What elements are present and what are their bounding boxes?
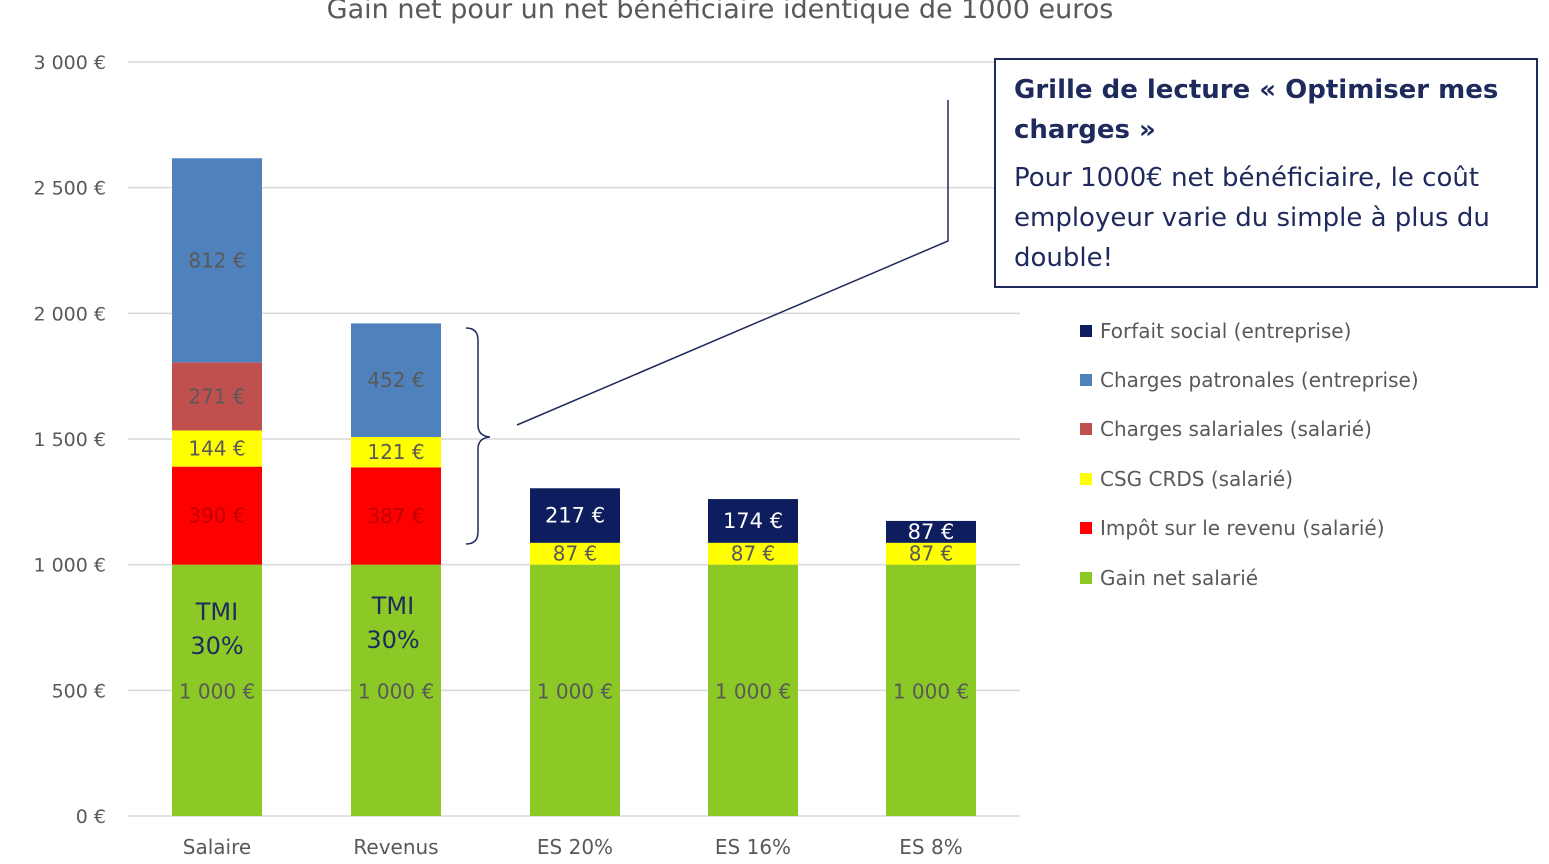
x-tick-label: ES 20% (537, 835, 613, 859)
data-label: 87 € (731, 542, 776, 566)
legend-swatch (1080, 522, 1092, 535)
x-tick-label: ES 16% (715, 835, 791, 859)
legend-label: CSG CRDS (salarié) (1100, 466, 1294, 491)
data-label: 812 € (188, 248, 245, 272)
bar-segment (708, 499, 798, 543)
legend-item: Charges salariales (salarié) (1080, 405, 1419, 454)
y-tick-label: 1 000 € (33, 555, 106, 577)
x-tick-label: Salaire (183, 835, 251, 859)
legend-swatch (1080, 374, 1092, 387)
legend-item: Forfait social (entreprise) (1080, 306, 1419, 355)
legend-item: Charges patronales (entreprise) (1080, 355, 1419, 404)
x-tick-label: Revenus (353, 835, 438, 859)
tmi-annotation: TMI (195, 598, 238, 626)
y-tick-label: 3 000 € (33, 52, 106, 74)
y-tick-label: 1 500 € (33, 429, 106, 451)
bar-segment (172, 158, 262, 363)
data-label: 217 € (545, 504, 605, 528)
chart-legend: Forfait social (entreprise) Charges patro… (1080, 306, 1419, 602)
data-label: 1 000 € (358, 679, 434, 703)
callout-connector (516, 100, 949, 426)
chart-title: Gain net pour un net bénéficiaire identi… (326, 0, 1114, 25)
tmi-annotation: TMI (371, 592, 414, 620)
bar-segment (530, 564, 620, 816)
data-label: 1 000 € (715, 679, 791, 703)
callout-heading: Grille de lecture « Optimiser mes charge… (1014, 75, 1499, 145)
bar-segment (172, 564, 262, 816)
bar-segment (886, 520, 976, 543)
callout-body: Pour 1000€ net bénéficiaire, le coût emp… (1014, 163, 1490, 273)
bar-segment (530, 488, 620, 543)
bar-segment (351, 467, 441, 565)
legend-label: Impôt sur le revenu (salarié) (1100, 516, 1385, 541)
tmi-annotation: 30% (190, 632, 243, 660)
tmi-annotation: 30% (366, 626, 419, 654)
legend-swatch (1080, 571, 1092, 584)
data-label: 390 € (188, 504, 245, 528)
data-label: 121 € (367, 440, 424, 464)
legend-item: Impôt sur le revenu (salarié) (1080, 504, 1419, 553)
reading-guide-callout: Grille de lecture « Optimiser mes charge… (994, 58, 1538, 288)
bar-segment (886, 564, 976, 816)
y-tick-label: 2 500 € (33, 178, 106, 200)
y-tick-label: 0 € (76, 806, 106, 828)
bar-segment (351, 323, 441, 437)
data-label: 174 € (723, 509, 783, 533)
legend-label: Forfait social (entreprise) (1100, 318, 1352, 343)
data-label: 1 000 € (893, 679, 969, 703)
bar-segment (351, 436, 441, 468)
bar-segment (530, 542, 620, 565)
legend-swatch (1080, 324, 1092, 337)
legend-label: Charges patronales (entreprise) (1100, 368, 1419, 393)
bar-segment (172, 430, 262, 467)
legend-swatch (1080, 423, 1092, 436)
data-label: 144 € (188, 437, 245, 461)
x-tick-label: ES 8% (899, 835, 962, 859)
data-label: 87 € (908, 520, 955, 544)
data-label: 452 € (367, 368, 424, 392)
bar-segment (708, 564, 798, 816)
data-label: 387 € (367, 504, 424, 528)
legend-item: CSG CRDS (salarié) (1080, 454, 1419, 503)
legend-swatch (1080, 472, 1092, 485)
data-label: 1 000 € (537, 679, 613, 703)
bar-segment (172, 466, 262, 565)
y-tick-label: 500 € (52, 680, 106, 702)
y-tick-label: 2 000 € (33, 303, 106, 325)
legend-label: Gain net salarié (1100, 565, 1259, 590)
data-label: 87 € (909, 542, 954, 566)
data-label: 87 € (553, 542, 598, 566)
bar-segment (351, 564, 441, 816)
legend-item: Gain net salarié (1080, 553, 1419, 602)
data-label: 271 € (188, 384, 245, 408)
legend-label: Charges salariales (salarié) (1100, 417, 1372, 442)
bar-segment (172, 362, 262, 431)
brace (465, 327, 491, 545)
bar-segment (708, 542, 798, 565)
data-label: 1 000 € (179, 679, 255, 703)
bar-segment (886, 542, 976, 565)
